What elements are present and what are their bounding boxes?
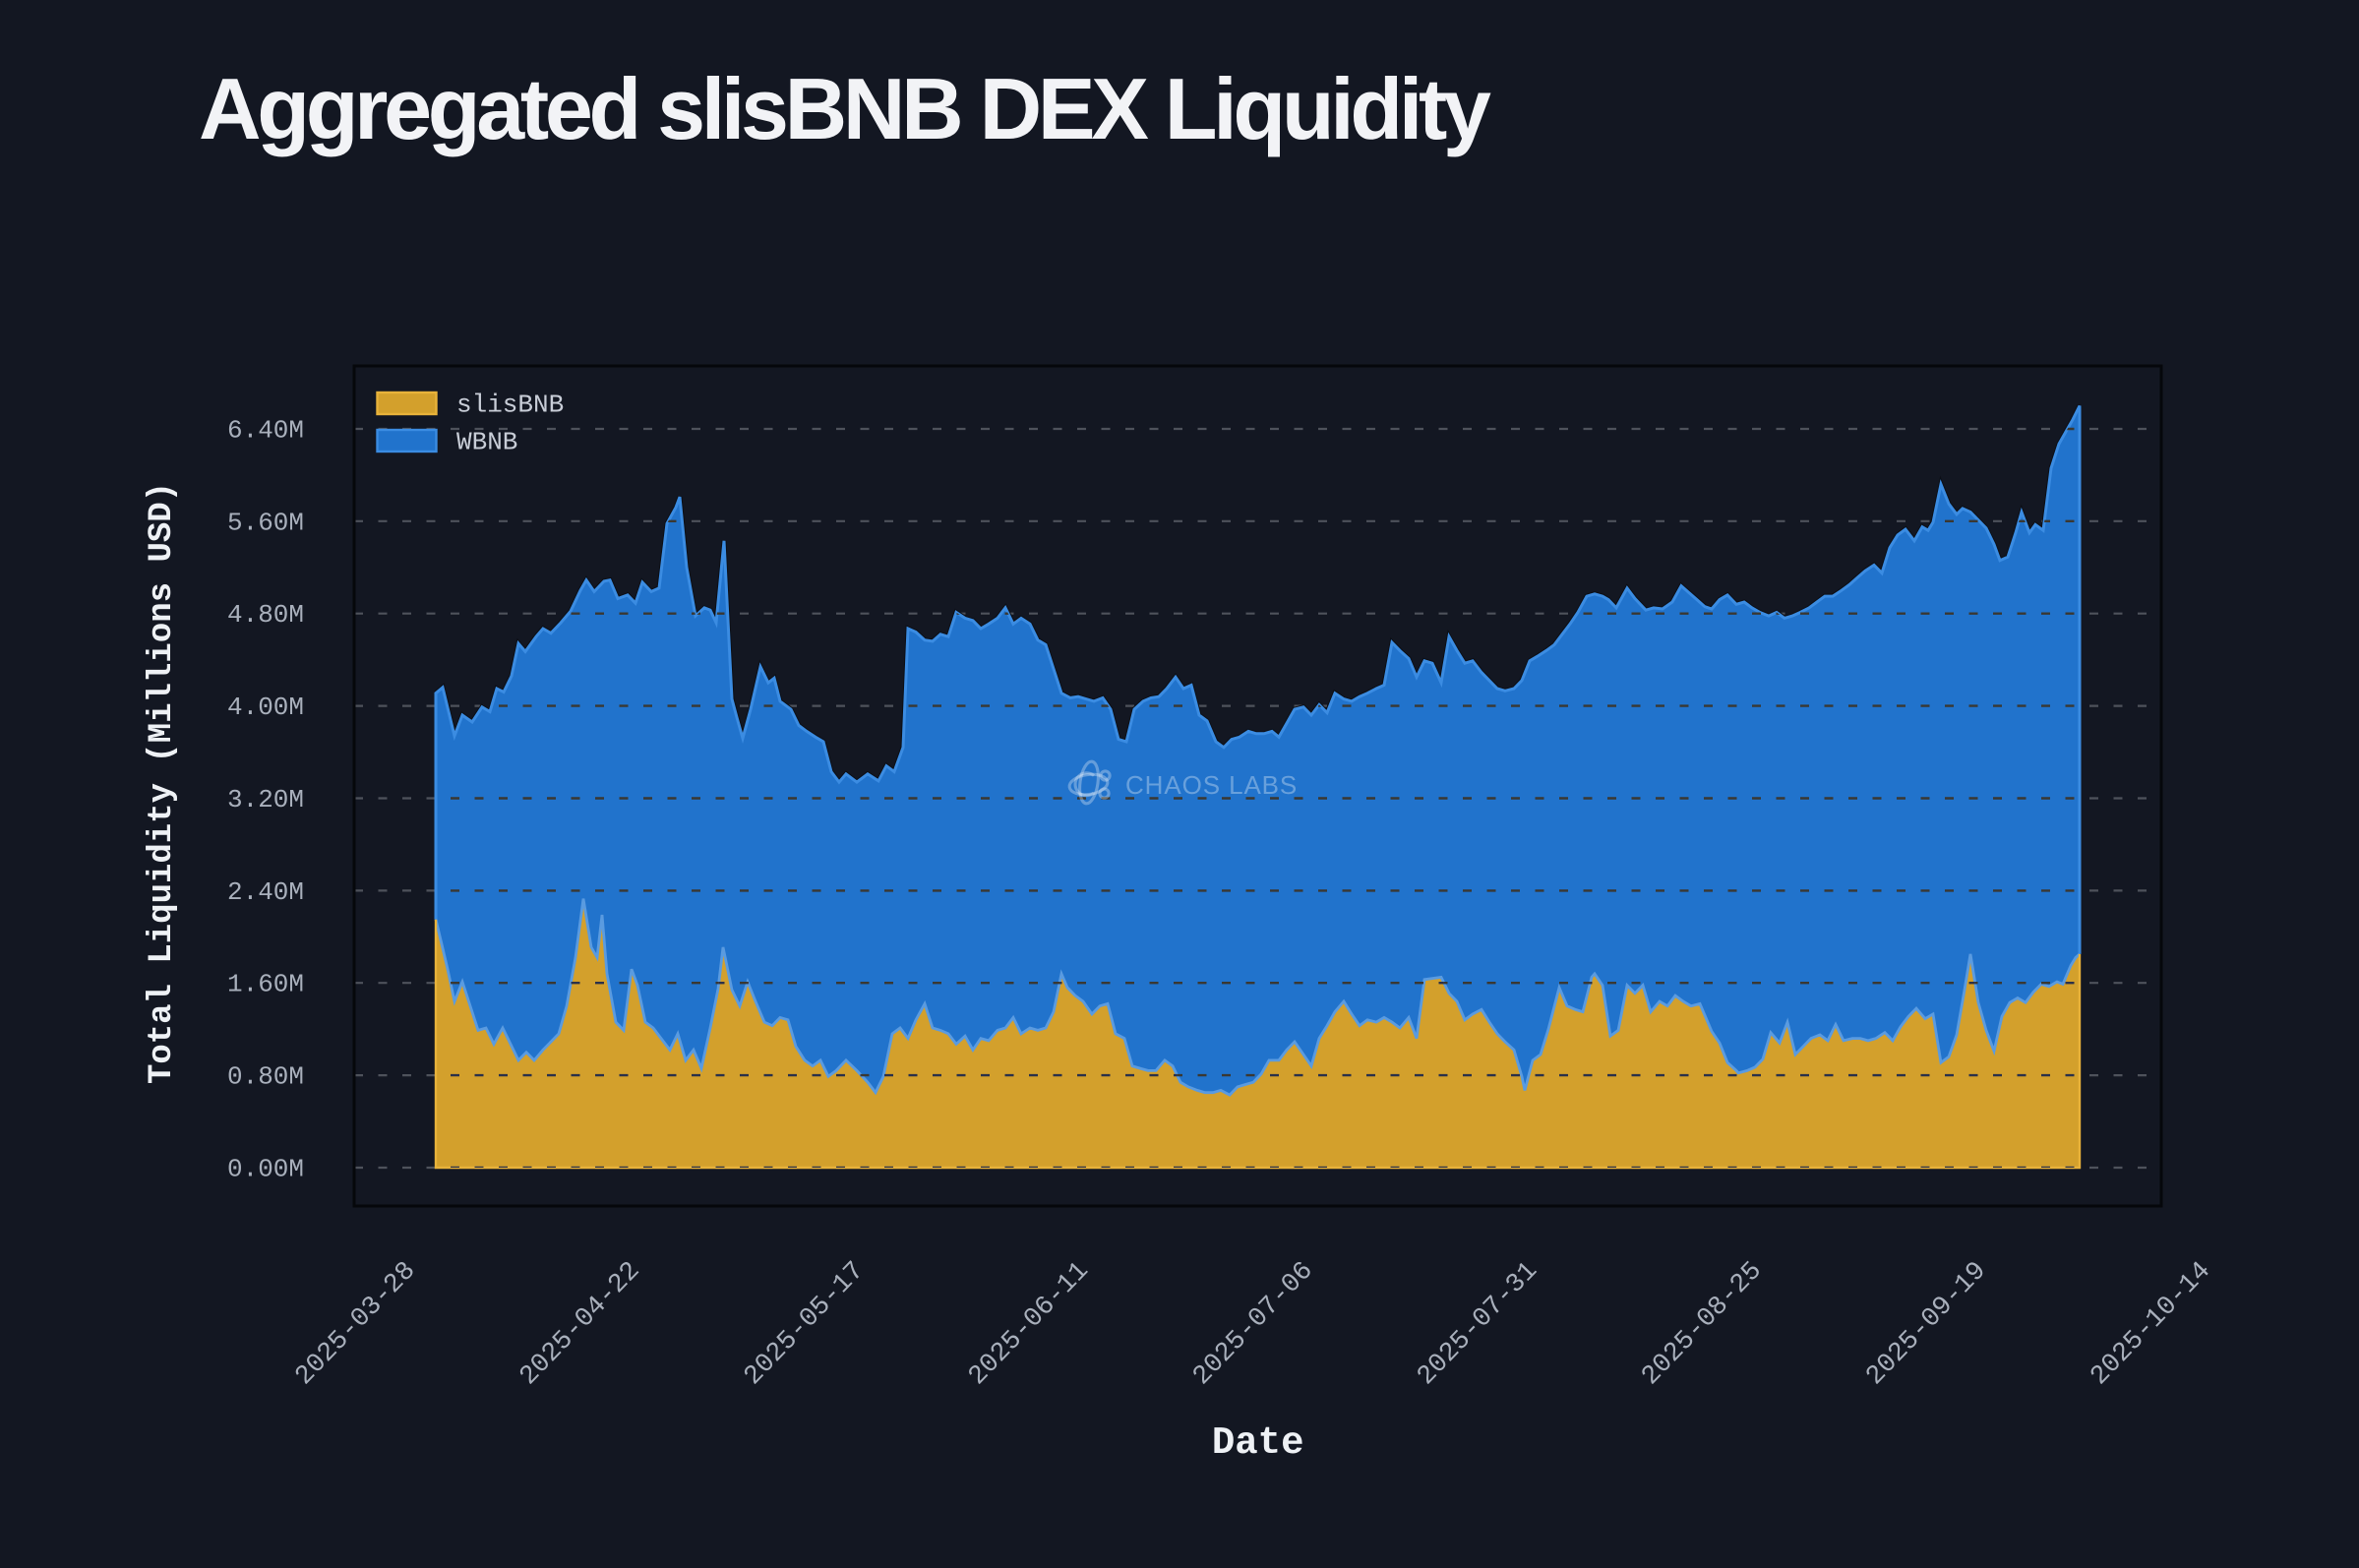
svg-text:4.80M: 4.80M	[227, 600, 304, 630]
svg-text:2.40M: 2.40M	[227, 877, 304, 907]
svg-text:1.60M: 1.60M	[227, 970, 304, 999]
svg-text:0.80M: 0.80M	[227, 1062, 304, 1092]
svg-text:WBNB: WBNB	[456, 428, 517, 457]
svg-text:Total Liquidity (Millions USD): Total Liquidity (Millions USD)	[144, 482, 181, 1084]
svg-text:CHAOS LABS: CHAOS LABS	[1125, 770, 1298, 800]
svg-text:Date: Date	[1212, 1421, 1304, 1465]
svg-text:Aggregated slisBNB DEX Liquidi: Aggregated slisBNB DEX Liquidity	[199, 60, 1491, 157]
svg-text:3.20M: 3.20M	[227, 785, 304, 814]
svg-text:slisBNB: slisBNB	[456, 391, 564, 420]
svg-text:5.60M: 5.60M	[227, 508, 304, 537]
svg-text:6.40M: 6.40M	[227, 416, 304, 446]
svg-text:4.00M: 4.00M	[227, 693, 304, 722]
svg-text:0.00M: 0.00M	[227, 1155, 304, 1184]
